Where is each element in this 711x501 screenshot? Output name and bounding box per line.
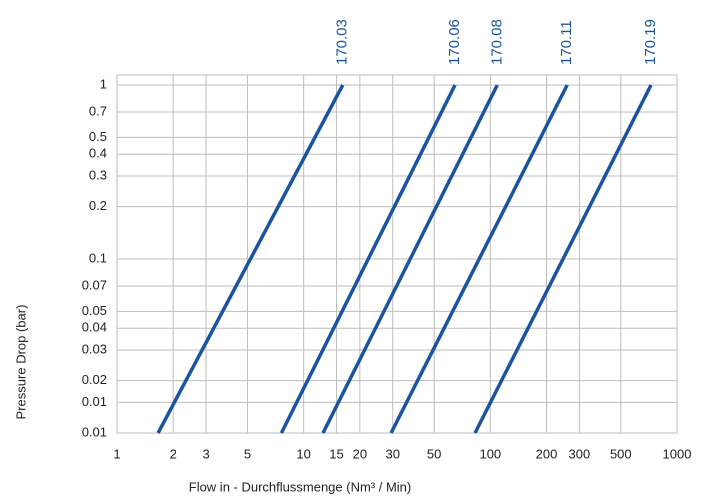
y-tick-label: 0.01	[82, 394, 107, 409]
y-tick-label: 1	[100, 76, 107, 91]
plot-frame	[116, 74, 678, 434]
x-tick-label: 100	[479, 446, 501, 461]
series-label: 170.08	[488, 19, 505, 65]
x-tick-label: 500	[610, 446, 632, 461]
x-tick-label: 20	[353, 446, 367, 461]
y-tick-label: 0.2	[89, 198, 107, 213]
series-line	[156, 84, 345, 434]
series-label: 170.11	[558, 20, 575, 65]
x-tick-label: 15	[329, 446, 343, 461]
y-tick-label: 0.01	[82, 424, 107, 439]
y-tick-label: 0.05	[82, 303, 107, 318]
x-tick-label: 50	[427, 446, 441, 461]
x-tick-label: 300	[569, 446, 591, 461]
x-tick-label: 30	[385, 446, 399, 461]
y-tick-label: 0.3	[89, 167, 107, 182]
y-tick-label: 0.1	[89, 250, 107, 265]
y-tick-label: 0.5	[89, 129, 107, 144]
series-label: 170.03	[334, 19, 351, 65]
series-label: 170.19	[642, 19, 659, 65]
x-tick-label: 2	[170, 446, 177, 461]
series-line	[389, 84, 569, 434]
series-line	[473, 84, 653, 434]
x-tick-label: 5	[244, 446, 251, 461]
x-tick-label: 1000	[663, 446, 692, 461]
x-axis-label: Flow in - Durchflussmenge (Nm³ / Min)	[189, 479, 412, 494]
x-tick-label: 200	[536, 446, 558, 461]
y-tick-label: 0.4	[89, 146, 107, 161]
y-tick-label: 0.04	[82, 320, 107, 335]
x-tick-label: 1	[113, 446, 120, 461]
series-line	[321, 84, 499, 434]
y-tick-label: 0.7	[89, 103, 107, 118]
y-axis-label: Pressure Drop (bar)	[13, 305, 28, 420]
x-tick-label: 10	[296, 446, 310, 461]
y-tick-label: 0.03	[82, 341, 107, 356]
series-line	[279, 84, 457, 434]
series-label: 170.06	[446, 19, 463, 65]
y-tick-label: 0.02	[82, 372, 107, 387]
x-tick-label: 3	[202, 446, 209, 461]
y-tick-label: 0.07	[82, 277, 107, 292]
